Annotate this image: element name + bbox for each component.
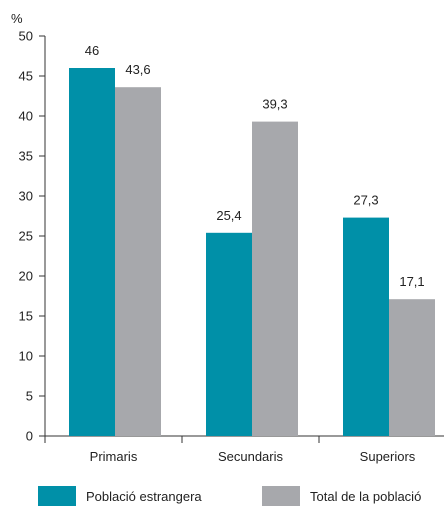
y-tick-label: 35	[19, 149, 33, 164]
bar	[389, 299, 435, 436]
y-tick-label: 0	[26, 429, 33, 444]
y-tick-label: 30	[19, 189, 33, 204]
data-labels: 46 43,6 25,4 39,3 27,3 17,1	[85, 43, 425, 289]
legend-label: Total de la població	[310, 489, 421, 504]
legend-swatch	[38, 486, 76, 506]
category-label: Secundaris	[218, 449, 284, 464]
bar	[69, 68, 115, 436]
y-tick-label: 5	[26, 389, 33, 404]
y-tick-label: 15	[19, 309, 33, 324]
category-label: Superiors	[360, 449, 416, 464]
legend-label: Població estrangera	[86, 489, 202, 504]
bar	[206, 232, 252, 436]
y-tick-label: 40	[19, 109, 33, 124]
y-tick-label: 45	[19, 69, 33, 84]
y-tick-label: 10	[19, 349, 33, 364]
data-label: 39,3	[262, 97, 287, 112]
data-label: 27,3	[353, 193, 378, 208]
data-label: 43,6	[125, 62, 150, 77]
y-axis-unit-label: %	[11, 11, 23, 26]
y-tick-label: 50	[19, 29, 33, 44]
legend: Població estrangera Total de la població	[38, 486, 421, 506]
data-label: 25,4	[216, 208, 241, 223]
axes: 0 5 10 15 20 25 30 35 40 45 50 Primaris Secundaris Su…	[19, 29, 444, 464]
y-tick-label: 20	[19, 269, 33, 284]
bar	[115, 87, 161, 436]
bars	[69, 68, 435, 436]
legend-swatch	[262, 486, 300, 506]
data-label: 17,1	[399, 274, 424, 289]
data-label: 46	[85, 43, 99, 58]
category-label: Primaris	[90, 449, 138, 464]
y-tick-label: 25	[19, 229, 33, 244]
bar	[343, 217, 389, 436]
bar	[252, 121, 298, 436]
